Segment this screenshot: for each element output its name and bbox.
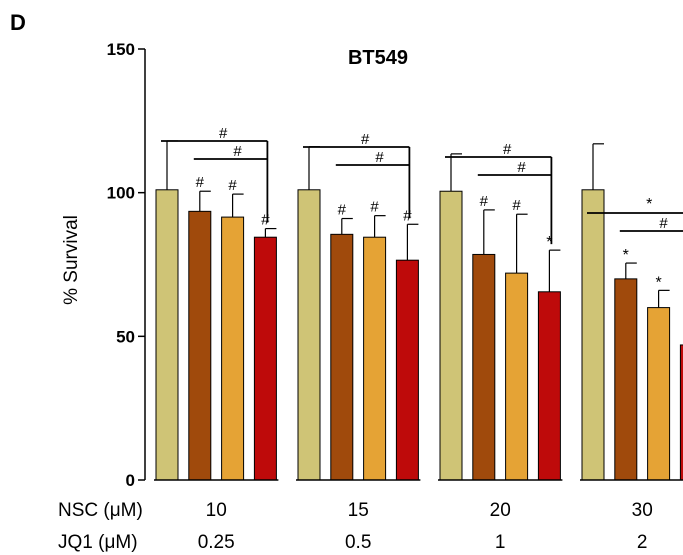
bar [614,278,638,481]
bar [330,233,354,481]
significance-mark: * [623,247,629,264]
y-tick-label: 0 [126,471,135,490]
bracket-significance: # [233,143,242,160]
bar [188,210,212,481]
bar [537,291,561,481]
bracket-significance: # [219,125,228,142]
plot-area: 0 50 100 150 # # #10 0.25 # # # # #15 0.5 # # # # * 20 1 # # * *… [107,40,683,553]
bracket-significance: # [517,159,526,176]
bar [679,344,683,481]
bar [253,236,277,481]
nsc-tick-label: 30 [632,500,653,521]
jq1-tick-label: 2 [637,532,648,553]
bar [155,189,179,481]
bar [472,253,496,481]
y-tick-label: 50 [116,327,135,346]
bar [647,307,671,481]
significance-mark: # [228,177,237,194]
significance-mark: # [512,197,521,214]
bracket-significance: # [659,215,668,232]
jq1-tick-label: 0.5 [345,532,371,553]
bar [505,272,529,481]
bar [363,236,387,481]
bracket-significance: * [646,196,652,213]
significance-mark: # [196,174,205,191]
nsc-tick-label: 15 [348,500,369,521]
bar [297,189,321,481]
significance-mark: # [480,193,489,210]
jq1-tick-label: 0.25 [198,532,235,553]
significance-mark: * [546,234,552,251]
significance-mark: # [261,212,270,229]
y-tick-label: 100 [107,184,135,203]
bracket-significance: # [375,149,384,166]
panel-label: D [10,10,26,35]
jq1-row-label: JQ1 (μM) [58,532,138,553]
bar [581,189,605,481]
chart-title: BT549 [348,47,408,69]
nsc-tick-label: 20 [490,500,511,521]
bracket-significance: # [503,141,512,158]
jq1-tick-label: 1 [495,532,506,553]
nsc-row-label: NSC (μM) [58,500,143,521]
y-axis-label: % Survival [61,215,82,305]
bar [439,190,463,481]
significance-mark: * [655,274,661,291]
bar [221,216,245,481]
bracket-significance: # [361,131,370,148]
significance-mark: # [338,202,347,219]
significance-mark: # [370,199,379,216]
nsc-tick-label: 10 [206,500,227,521]
y-tick-label: 150 [107,40,135,59]
bar [395,259,419,481]
significance-mark: # [403,207,412,224]
